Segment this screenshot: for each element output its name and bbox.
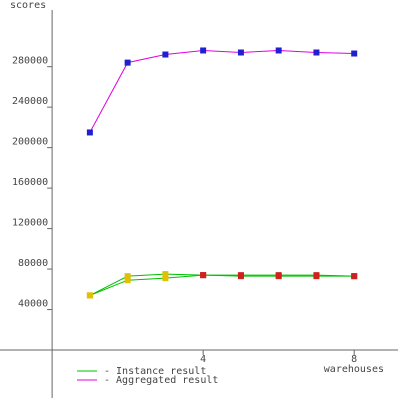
point	[275, 47, 282, 54]
point	[162, 271, 169, 278]
point	[313, 273, 320, 280]
x-tick-label: 4	[200, 354, 206, 365]
y-tick-label: 120000	[12, 218, 48, 229]
point	[237, 49, 244, 56]
point	[162, 275, 169, 282]
point	[124, 59, 131, 66]
y-tick-label: 40000	[18, 299, 48, 310]
series-line	[89, 49, 355, 133]
y-tick-label: 80000	[18, 258, 48, 269]
point	[86, 292, 93, 299]
point	[351, 50, 358, 57]
point	[124, 277, 131, 284]
x-axis-label: warehouses	[324, 364, 384, 375]
x-tick-label: 8	[351, 354, 357, 365]
y-tick-label: 160000	[12, 177, 48, 188]
series-line	[89, 273, 355, 296]
point	[124, 273, 131, 280]
series-line	[89, 274, 355, 296]
y-tick-label: 240000	[12, 96, 48, 107]
point	[200, 47, 207, 54]
y-axis-label: scores	[10, 0, 46, 11]
point	[86, 129, 93, 136]
point	[351, 273, 358, 280]
point	[237, 273, 244, 280]
point	[275, 273, 282, 280]
y-tick-label: 280000	[12, 56, 48, 67]
point	[200, 272, 207, 279]
legend-label: - Instance result	[104, 366, 206, 377]
point	[313, 49, 320, 56]
legend-label: - Aggregated result	[104, 375, 218, 386]
y-tick-label: 200000	[12, 137, 48, 148]
point	[162, 51, 169, 58]
